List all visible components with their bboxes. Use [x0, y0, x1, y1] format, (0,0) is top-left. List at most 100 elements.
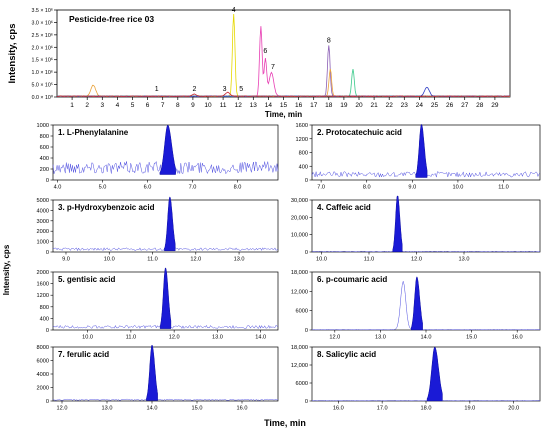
panel-y-tick-label: 1200 — [37, 293, 49, 299]
main-series-line — [56, 26, 511, 97]
panel-y-tick-label: 0 — [46, 399, 49, 405]
panel-x-tick-label: 10.0 — [104, 257, 115, 263]
main-peak-label: 4 — [232, 7, 236, 14]
main-y-tick-label: 1.5 × 10⁶ — [32, 58, 53, 64]
panel-y-tick-label: 400 — [40, 316, 49, 322]
main-y-tick-label: 2.5 × 10⁶ — [32, 33, 53, 39]
panel-y-tick-label: 12,000 — [291, 289, 308, 295]
panel-title: 2. Protocatechuic acid — [317, 128, 402, 137]
main-series-line — [56, 86, 510, 97]
panel-x-tick-label: 10.0 — [452, 185, 463, 191]
main-x-tick-label: 9 — [191, 102, 195, 109]
shared-x-label: Time, min — [264, 418, 306, 428]
panel-peak — [410, 276, 423, 331]
panel-y-tick-label: 18,000 — [291, 270, 308, 276]
panel-title: 1. L-Phenylalanine — [58, 128, 129, 137]
main-peak-label: 2 — [192, 86, 196, 93]
main-peak-label: 7 — [271, 64, 275, 71]
main-x-tick-label: 2 — [85, 102, 89, 109]
main-x-tick-label: 18 — [325, 102, 333, 109]
main-x-tick-label: 29 — [491, 102, 499, 109]
panel-y-tick-label: 1000 — [37, 240, 49, 246]
panel-frame — [311, 199, 541, 253]
panel-x-tick-label: 11.0 — [498, 185, 508, 191]
panel-title: 7. ferulic acid — [58, 350, 109, 359]
main-series-line — [57, 68, 511, 97]
panel-y-tick-label: 12,000 — [291, 363, 308, 369]
panel-y-tick-label: 30,000 — [291, 198, 308, 204]
panel-y-tick-label: 0 — [46, 178, 49, 184]
panel-baseline-trace — [311, 251, 541, 253]
main-x-tick-label: 7 — [161, 102, 165, 109]
panel-y-tick-label: 1600 — [296, 123, 308, 129]
panel-title: 8. Salicylic acid — [317, 350, 376, 359]
panel-y-tick-label: 8000 — [37, 345, 49, 351]
panel-x-tick-label: 7.0 — [189, 185, 197, 191]
panel-x-tick-label: 10.0 — [316, 257, 327, 263]
panel-y-tick-label: 2000 — [37, 270, 49, 276]
panel-x-tick-label: 14.0 — [421, 335, 432, 341]
main-x-tick-label: 28 — [476, 102, 484, 109]
panel-peak — [164, 196, 176, 252]
panel-y-tick-label: 800 — [40, 134, 49, 140]
panel-y-tick-label: 0 — [305, 250, 308, 256]
main-y-tick-label: 3.0 × 10⁶ — [32, 20, 53, 26]
main-peak-label: 5 — [239, 86, 243, 93]
panel-x-tick-label: 12.0 — [57, 406, 68, 412]
panel-x-tick-label: 16.0 — [237, 406, 248, 412]
panel-x-tick-label: 13.0 — [234, 257, 245, 263]
panel-x-tick-label: 10.0 — [82, 335, 93, 341]
main-x-tick-label: 20 — [355, 102, 363, 109]
main-chromatogram-panel: Pesticide-free rice 03 Intensity, cps Time… — [7, 7, 511, 119]
main-x-tick-label: 22 — [386, 102, 394, 109]
main-y-tick-label: 5.0 × 10⁵ — [32, 83, 54, 89]
panel-x-tick-label: 8.0 — [363, 185, 371, 191]
panel-y-tick-label: 20,000 — [291, 215, 308, 221]
main-chart-title: Pesticide-free rice 03 — [69, 14, 154, 24]
panel-title: 6. p-coumaric acid — [317, 275, 387, 284]
main-y-tick-label: 3.5 × 10⁶ — [32, 8, 53, 14]
panel-baseline-trace — [312, 281, 541, 331]
main-x-tick-label: 27 — [461, 102, 469, 109]
main-x-tick-label: 8 — [176, 102, 180, 109]
panel-x-tick-label: 4.0 — [54, 185, 62, 191]
panel-x-tick-label: 12.0 — [169, 335, 180, 341]
main-x-axis-label: Time, min — [265, 110, 302, 119]
main-x-tick-label: 15 — [280, 102, 288, 109]
panel-x-tick-label: 20.0 — [508, 406, 519, 412]
panel-x-tick-label: 15.0 — [466, 335, 477, 341]
panel-x-tick-label: 14.0 — [255, 335, 266, 341]
shared-y-label: Intensity, cps — [2, 244, 11, 295]
main-peak-label: 8 — [327, 37, 331, 44]
main-x-tick-label: 5 — [131, 102, 135, 109]
main-series-line — [57, 91, 511, 98]
panel-x-tick-label: 9.0 — [62, 257, 70, 263]
main-y-axis-label: Intensity, cps — [7, 23, 18, 83]
panel-x-tick-label: 6.0 — [144, 185, 152, 191]
main-y-tick-label: 1.0 × 10⁶ — [32, 70, 53, 76]
panel-x-tick-label: 13.0 — [102, 406, 113, 412]
panel-peak — [159, 124, 176, 175]
panel-y-tick-label: 18,000 — [291, 345, 308, 351]
panel-y-tick-label: 10,000 — [291, 233, 308, 239]
main-peak-label: 6 — [263, 48, 267, 55]
panel-x-tick-label: 7.0 — [317, 185, 325, 191]
panel-x-tick-label: 16.0 — [512, 335, 523, 341]
panel-y-tick-label: 4000 — [37, 208, 49, 214]
main-x-tick-label: 1 — [70, 102, 74, 109]
main-x-tick-label: 19 — [340, 102, 348, 109]
main-x-tick-label: 21 — [370, 102, 378, 109]
main-x-tick-label: 17 — [310, 102, 318, 109]
panel-x-tick-label: 16.0 — [333, 406, 344, 412]
main-series-line — [56, 13, 510, 98]
panel-title: 5. gentisic acid — [58, 275, 115, 284]
panel-frame — [52, 199, 279, 253]
main-x-tick-label: 24 — [416, 102, 424, 109]
panel-x-tick-label: 14.0 — [147, 406, 158, 412]
compound-panel-4: 30,000 20,000 10,000 0 10.0 11.0 12.0 13.0 4. Ca… — [291, 195, 541, 263]
panel-peak — [146, 344, 158, 401]
compound-panel-6: 18,000 12,000 6000 0 12.0 13.0 14.0 15.0 16.0 6. … — [291, 270, 541, 341]
panel-x-tick-label: 8.0 — [234, 185, 242, 191]
